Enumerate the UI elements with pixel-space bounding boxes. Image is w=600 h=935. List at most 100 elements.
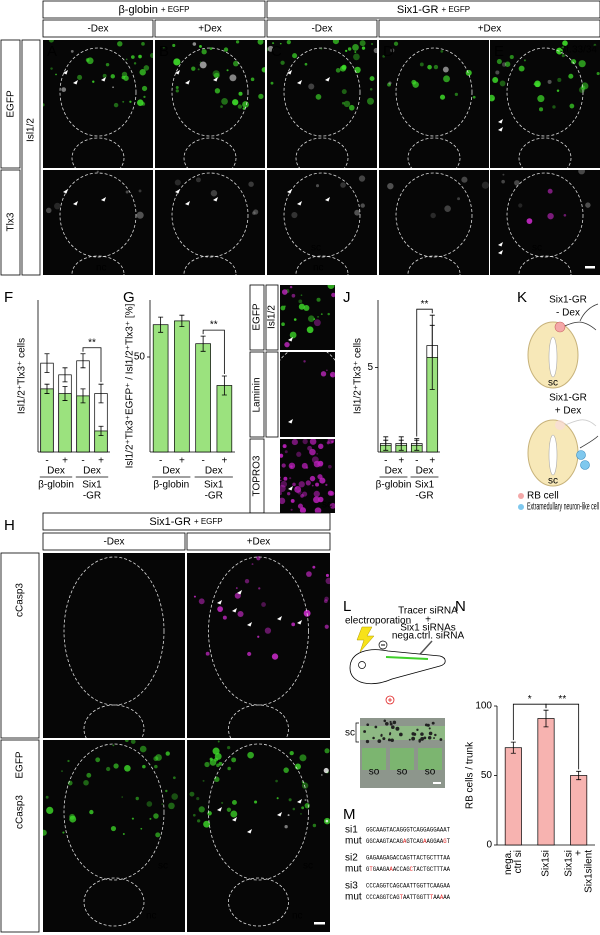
signal-speck [125,58,128,61]
signal-speck [390,48,395,53]
micrograph [43,740,185,932]
bar [58,393,72,453]
signal-speck [140,827,143,830]
base: A [416,866,420,873]
micrograph-background [379,40,489,168]
pigment-speck [408,738,411,741]
base: G [396,894,400,901]
group-label: -GR [83,491,101,502]
signal-speck [561,54,565,58]
label-box [21,39,41,276]
base: A [393,894,397,901]
signal-speck [226,69,229,72]
micrograph-background [43,553,185,738]
error-bar [398,439,404,451]
signal-speck [534,80,541,88]
signal-speck [311,484,314,487]
signal-speck [284,450,288,454]
signal-speck [112,86,114,89]
signal-speck [320,313,323,316]
micrograph-background [379,170,489,275]
signal-speck [61,87,67,92]
tissue-outline [395,47,473,137]
label-box [42,532,186,551]
signal-speck [251,563,254,566]
signal-speck [354,51,357,54]
signal-speck [253,209,259,215]
y-tick-label: 5 [367,362,373,373]
base: A [443,894,447,901]
signal-speck [237,610,244,618]
signal-speck [326,369,328,372]
group-name: β-globin [118,4,157,16]
signal-speck [509,54,514,60]
signal-speck [209,47,213,50]
signal-speck [247,751,254,759]
significance-label: ** [210,320,218,331]
arrowhead [297,80,302,85]
signal-speck [214,88,221,94]
base: T [430,894,434,901]
mutant-sequence: GTGAAGAAACCAGCTACTGCTTTAA [366,866,450,873]
pigment-speck [380,733,383,736]
signal-speck [299,754,307,762]
base: G [426,866,430,873]
y-axis-label: RB cells / trunk [465,741,476,809]
mutant-sequence: CCCAGGTCAGTAATTGGTTTAAAAA [366,894,450,901]
error-bar [179,314,185,327]
somite-signal [390,748,414,770]
micrograph-background [267,40,377,168]
signal-speck [223,47,229,52]
signal-speck [563,213,567,217]
stain-label: Laminin [252,377,263,412]
signal-speck [501,62,507,67]
group-axis-label: Dex [162,466,180,477]
condition-label: -Dex [311,24,332,35]
arrowhead [73,80,78,85]
signal-speck [257,40,264,45]
group-axis-label: Dex [416,466,434,477]
condition-label: -Dex [87,24,108,35]
x-tick-label: Six1si [563,850,574,877]
somite-signal [362,748,386,770]
signal-speck [596,71,600,76]
signal-speck [117,41,123,47]
arrowhead [213,77,218,82]
group-axis-label: Dex [385,466,403,477]
annotation: nega.ctrl. siRNA [392,631,465,642]
signal-speck [198,806,205,813]
tissue-outline [208,743,309,881]
signal-speck [46,806,54,815]
signal-speck [419,62,424,67]
y-axis-label: Isl1/2⁺Tlx3⁺ cells [17,338,28,414]
signal-speck [54,202,61,210]
signal-speck [155,832,161,838]
base: T [440,866,444,873]
base: A [390,866,394,873]
signal-speck [324,624,329,629]
signal-speck [291,439,298,446]
signal-speck [514,180,520,186]
arrowhead [232,608,237,613]
signal-speck [341,101,345,105]
signal-speck [124,740,129,743]
signal-speck [196,177,201,183]
micrograph-background [280,352,335,437]
signal-speck [280,497,286,505]
pigment-speck [424,723,428,727]
notochord-outline [407,255,461,275]
notochord-outline [71,255,125,275]
base: T [400,894,404,901]
signal-speck [197,819,201,823]
signal-speck [341,89,347,95]
label-box [42,512,331,531]
signal-speck [502,173,505,176]
arrowhead [232,817,237,822]
bar [76,395,90,453]
pigment-speck [363,730,367,733]
label-box [266,0,600,19]
sequence-name: si1 [345,825,358,836]
signal-speck [110,74,115,79]
pigment-speck [372,736,375,740]
micrograph-background [187,553,330,738]
